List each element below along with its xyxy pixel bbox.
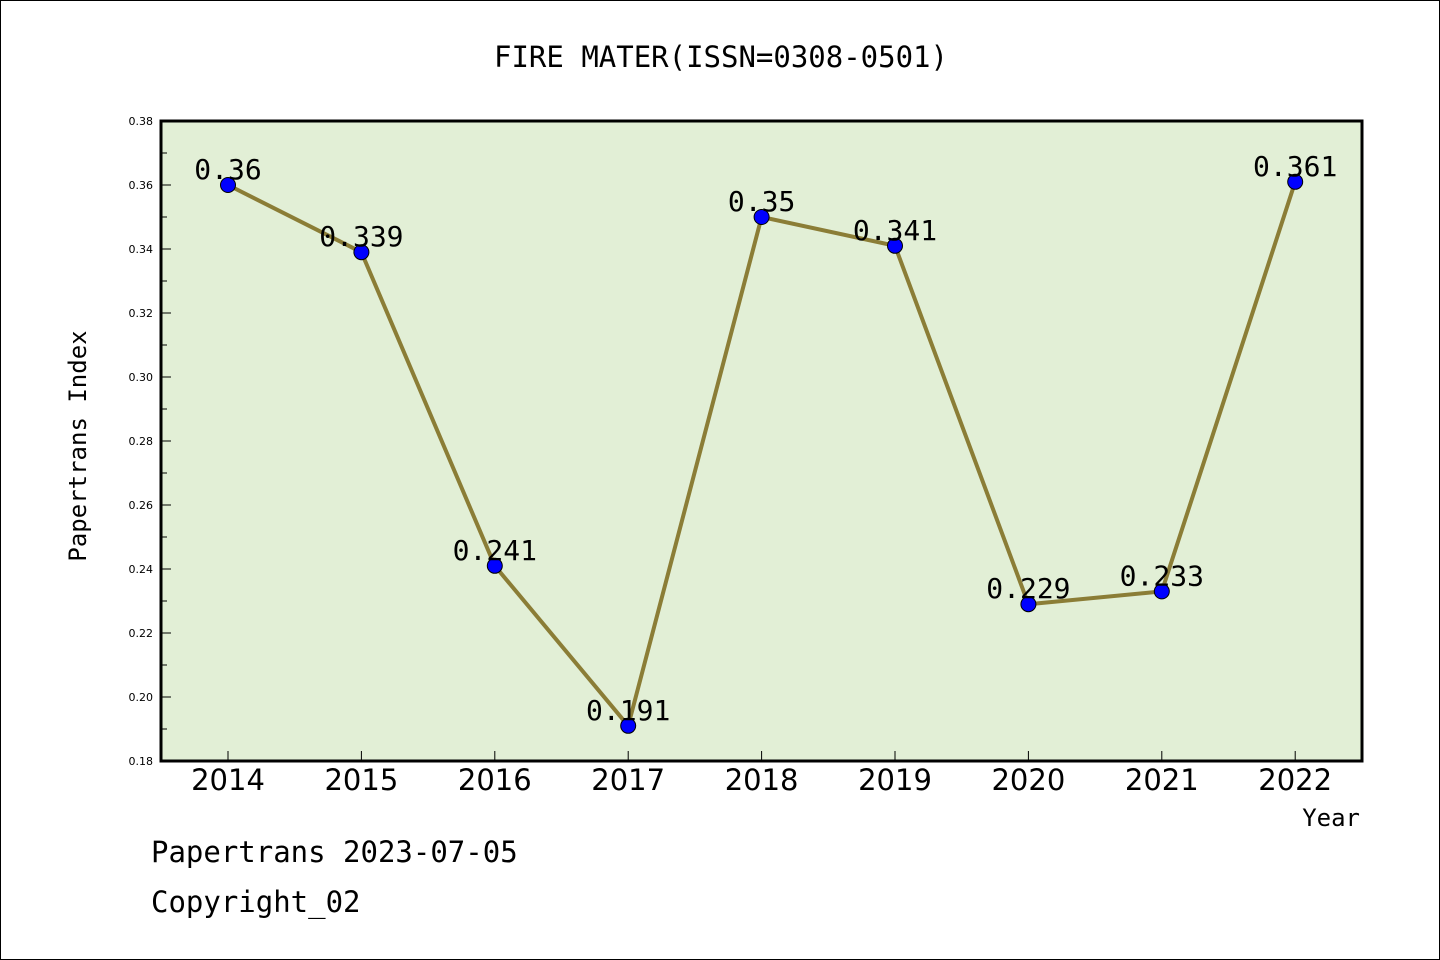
data-point <box>753 209 770 225</box>
data-label: 0.233 <box>1120 559 1204 592</box>
data-point <box>220 177 236 193</box>
y-tick-label: 0.18 <box>129 755 154 768</box>
plot-area <box>159 119 1364 763</box>
x-tick-label: 2014 <box>191 763 265 797</box>
y-tick-label: 0.28 <box>129 435 154 448</box>
data-point <box>887 237 903 254</box>
x-tick-label: 2019 <box>858 763 932 797</box>
data-label: 0.36 <box>194 153 261 186</box>
x-tick-label: 2017 <box>591 763 665 797</box>
x-tick-label: 2016 <box>458 763 532 797</box>
y-tick-label: 0.24 <box>129 563 154 576</box>
x-tick-label: 2015 <box>324 763 398 797</box>
data-label: 0.341 <box>853 214 937 247</box>
series-line-group <box>220 173 1304 734</box>
y-tick-label: 0.38 <box>129 115 154 128</box>
data-label: 0.241 <box>453 534 537 567</box>
data-label: 0.35 <box>728 185 795 218</box>
y-tick-label: 0.34 <box>129 243 154 256</box>
data-label: 0.191 <box>586 694 670 727</box>
y-tick-label: 0.32 <box>129 307 154 320</box>
data-point <box>353 244 370 261</box>
footer-copyright: Copyright_02 <box>151 885 361 919</box>
data-label: 0.361 <box>1253 150 1337 183</box>
y-tick-label: 0.36 <box>129 179 154 192</box>
x-tick-label: 2022 <box>1258 763 1332 797</box>
y-axis-label: Papertrans Index <box>64 330 92 561</box>
data-labels-group: 0.36 0.339 0.241 0.191 0.35 0.341 0.229 0.233 0.… <box>194 150 1337 727</box>
data-label: 0.339 <box>319 220 403 253</box>
data-point <box>1287 173 1304 190</box>
x-tick-label: 2018 <box>725 763 799 797</box>
data-label: 0.229 <box>986 572 1070 605</box>
x-tick-label: 2020 <box>991 763 1065 797</box>
y-tick-label: 0.30 <box>129 371 154 384</box>
x-axis: 2014 2015 2016 2017 2018 2019 2020 2021 2022 <box>191 751 1332 797</box>
data-point <box>1153 583 1170 600</box>
y-tick-label: 0.20 <box>129 691 154 704</box>
data-point <box>1020 596 1037 613</box>
x-tick-label: 2021 <box>1125 763 1199 797</box>
chart-title: FIRE MATER(ISSN=0308-0501) <box>494 40 948 74</box>
y-tick-label: 0.22 <box>129 627 154 640</box>
data-point <box>620 717 637 734</box>
y-tick-label: 0.26 <box>129 499 154 512</box>
data-point <box>486 557 503 574</box>
y-axis: 0.18 0.20 0.22 0.24 0.26 0.28 0.30 0.32 0.34 0.36… <box>129 115 171 768</box>
x-axis-label: Year <box>1302 804 1360 832</box>
footer-date: Papertrans 2023-07-05 <box>151 835 518 869</box>
